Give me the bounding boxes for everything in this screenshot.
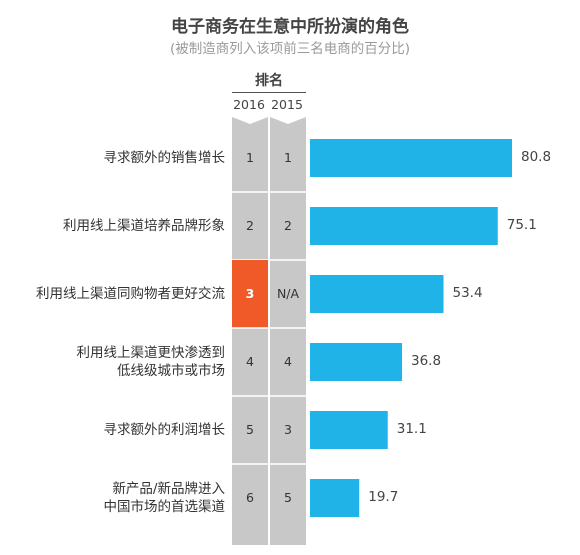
category-label: 新产品/新品牌进入 中国市场的首选渠道 [103, 481, 226, 515]
bar-value-label: 75.1 [506, 217, 537, 233]
rank-year-2016: 2016 [233, 97, 265, 112]
rank-header: 排名 [255, 73, 283, 89]
category-label: 寻求额外的销售增长 [103, 150, 226, 166]
rank-cell-2016: 2 [246, 218, 254, 233]
bar-1 [310, 207, 498, 245]
rank-cell-2015: 4 [284, 354, 292, 369]
rank-cell-2016: 6 [246, 490, 254, 505]
category-label: 寻求额外的利润增长 [103, 422, 226, 438]
bar-3 [310, 343, 402, 381]
bar-value-label: 31.1 [396, 421, 427, 437]
rank-year-2015: 2015 [271, 97, 303, 112]
bar-value-label: 53.4 [452, 285, 483, 301]
category-label: 利用线上渠道培养品牌形象 [63, 218, 225, 234]
rank-cell-2016: 4 [246, 354, 254, 369]
rank-cell-2015: 3 [284, 422, 292, 437]
rank-header-divider [232, 92, 306, 93]
bar-5 [310, 479, 360, 517]
bar-value-label: 19.7 [368, 489, 399, 505]
bar-value-label: 36.8 [411, 353, 442, 369]
chart-subtitle: (被制造商列入该项前三名电商的百分比) [169, 41, 411, 57]
rank-cell-2016: 1 [246, 150, 254, 165]
rank-cell-2016: 5 [246, 422, 254, 437]
chart-title: 电子商务在生意中所扮演的角色 [171, 17, 409, 37]
rank-cell-2015: 5 [284, 490, 292, 505]
rank-column-2016 [232, 117, 268, 545]
rank-cell-2015: N/A [276, 286, 300, 301]
bar-value-label: 80.8 [521, 149, 552, 165]
rank-highlight-cell [232, 260, 268, 328]
rank-cell-2015: 2 [284, 218, 292, 233]
rank-column-2015 [270, 117, 306, 545]
category-label: 利用线上渠道同购物者更好交流 [36, 286, 225, 302]
category-label: 利用线上渠道更快渗透到 低线级城市或市场 [76, 345, 226, 379]
bar-0 [310, 139, 512, 177]
rank-cell-2016: 3 [245, 286, 255, 301]
rank-cell-2015: 1 [284, 150, 292, 165]
bar-2 [310, 275, 444, 313]
bar-4 [310, 411, 388, 449]
